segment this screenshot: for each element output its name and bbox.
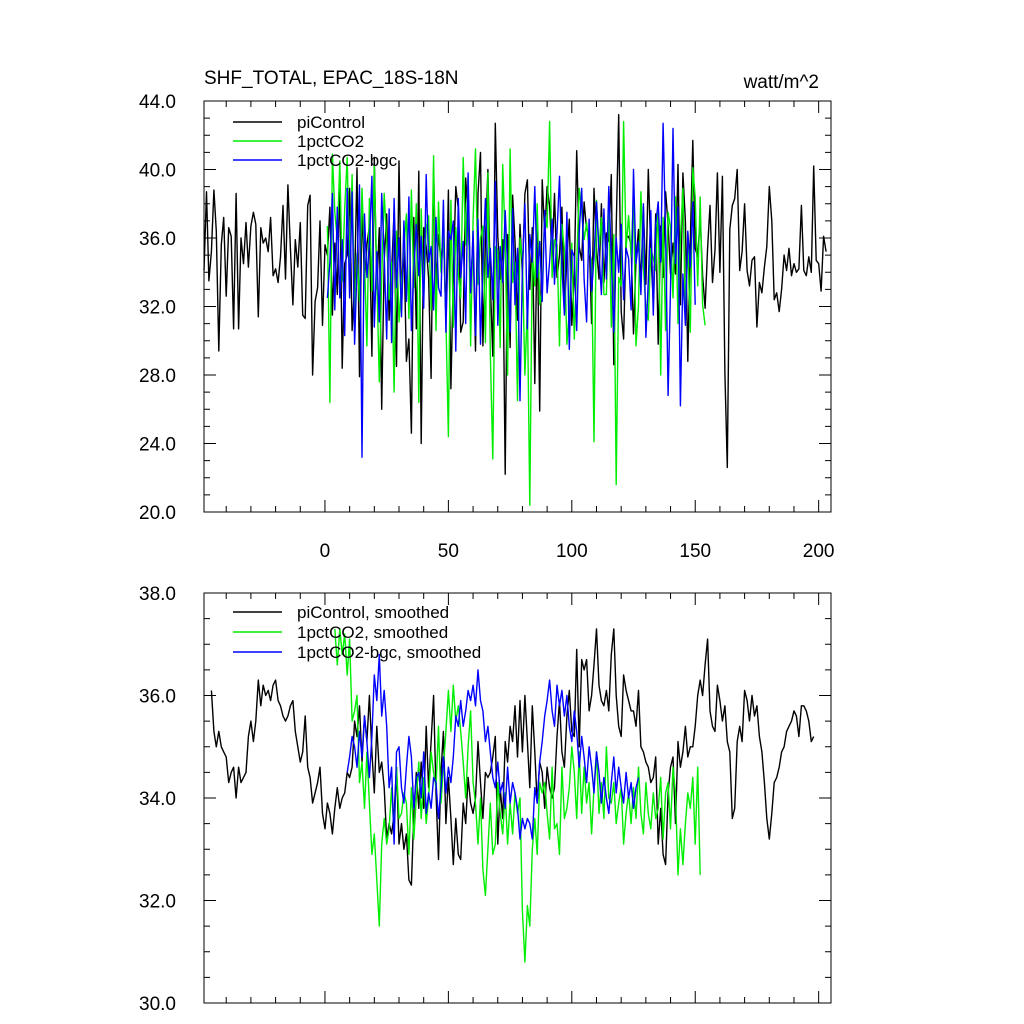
panel-top: SHF_TOTAL, EPAC_18S-18N watt/m^2 0 50 100 1… [139, 68, 834, 562]
x-tick-label: 0 [320, 541, 331, 562]
y-tick-label: 20.0 [139, 503, 176, 524]
series-line-1pctco2-smoothed [334, 628, 701, 963]
series-line-picontrol-smoothed [210, 628, 815, 886]
y-tick-label: 32.0 [139, 892, 176, 913]
y-tick-label: 24.0 [139, 435, 176, 456]
chart-title: SHF_TOTAL, EPAC_18S-18N [204, 68, 459, 89]
y-tick-label: 36.0 [139, 687, 176, 708]
legend-label: 1pctCO2-bgc [297, 151, 398, 170]
legend-label: 1pctCO2-bgc, smoothed [297, 643, 481, 662]
y-tick-label: 34.0 [139, 789, 176, 810]
y-tick-label: 44.0 [139, 92, 176, 113]
x-tick-label: 50 [438, 541, 459, 562]
x-tick-label: 100 [556, 541, 588, 562]
y-tick-label: 30.0 [139, 994, 176, 1015]
y-tick-label: 36.0 [139, 229, 176, 250]
y-tick-label: 38.0 [139, 584, 176, 605]
series-line-1pctco2-bgc-smoothed [346, 653, 640, 845]
series-line-1pctco2-bgc [326, 122, 696, 458]
legend-label: piControl, smoothed [297, 603, 449, 622]
series-line-picontrol [203, 113, 827, 475]
legend-label: 1pctCO2 [297, 132, 364, 151]
legend-label: piControl [297, 113, 365, 132]
y-tick-label: 40.0 [139, 161, 176, 182]
units-label: watt/m^2 [743, 72, 819, 93]
legend-label: 1pctCO2, smoothed [297, 623, 448, 642]
y-tick-label: 28.0 [139, 366, 176, 387]
y-tick-label: 32.0 [139, 298, 176, 319]
x-tick-label: 150 [679, 541, 711, 562]
x-tick-label: 200 [803, 541, 835, 562]
